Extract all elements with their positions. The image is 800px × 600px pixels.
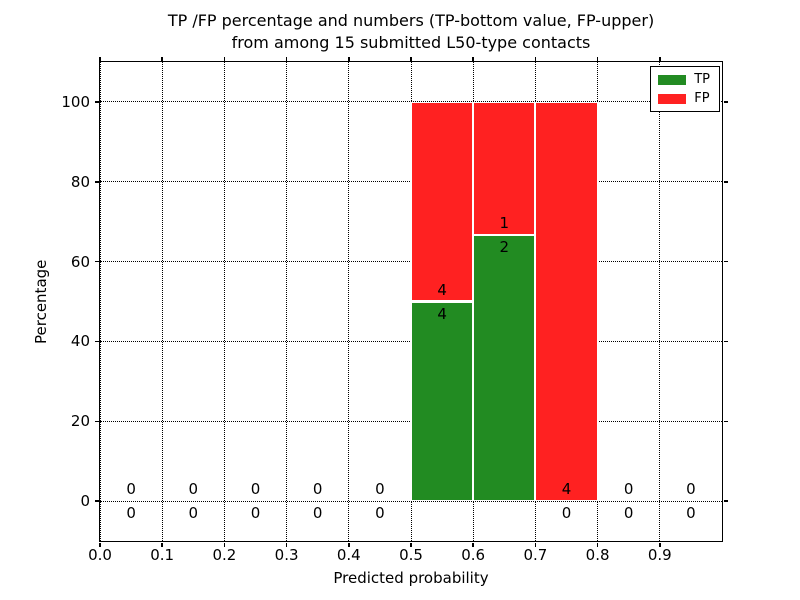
tp-count-label: 0 bbox=[375, 504, 385, 523]
x-tick-label: 0.3 bbox=[274, 546, 299, 564]
fp-bar-segment bbox=[411, 101, 474, 302]
fp-count-label: 0 bbox=[375, 480, 385, 499]
x-tick-label: 0.8 bbox=[585, 546, 610, 564]
chart-title-line2: from among 15 submitted L50-type contact… bbox=[231, 33, 591, 52]
legend-item-fp: FP bbox=[658, 92, 710, 105]
tp-count-label: 0 bbox=[126, 504, 136, 523]
x-tick-mark bbox=[410, 542, 412, 547]
tp-bar-segment bbox=[411, 301, 474, 502]
y-tick-mark bbox=[94, 340, 99, 343]
x-gridline bbox=[161, 62, 163, 541]
y-tick-mark bbox=[94, 500, 99, 502]
x-tick-mark bbox=[285, 542, 288, 547]
y-tick-mark bbox=[723, 340, 728, 343]
x-tick-label: 0.2 bbox=[212, 546, 237, 564]
x-tick-mark bbox=[534, 56, 537, 61]
legend: TP FP bbox=[650, 66, 720, 112]
x-tick-label: 0.6 bbox=[461, 546, 486, 564]
tp-count-label: 2 bbox=[499, 237, 510, 256]
x-tick-mark bbox=[659, 542, 661, 547]
fp-count-label: 0 bbox=[312, 480, 323, 499]
x-tick-mark bbox=[410, 56, 412, 61]
x-tick-mark bbox=[161, 56, 163, 61]
x-tick-mark bbox=[596, 542, 599, 547]
tp-count-label: 0 bbox=[312, 504, 323, 523]
x-tick-mark bbox=[348, 56, 350, 61]
x-gridline bbox=[223, 62, 225, 541]
tp-count-label: 0 bbox=[250, 504, 261, 523]
fp-count-label: 4 bbox=[561, 480, 572, 499]
tp-color-swatch bbox=[658, 74, 687, 85]
tp-count-label: 0 bbox=[188, 504, 199, 523]
fp-count-label: 4 bbox=[437, 280, 447, 299]
x-tick-mark bbox=[534, 542, 537, 547]
x-tick-mark bbox=[659, 56, 661, 61]
x-tick-mark bbox=[472, 56, 474, 61]
x-gridline bbox=[348, 62, 350, 541]
tp-count-label: 0 bbox=[623, 504, 634, 523]
x-tick-mark bbox=[596, 56, 599, 61]
chart-title-line1: TP /FP percentage and numbers (TP-bottom… bbox=[167, 11, 655, 30]
x-gridline bbox=[597, 62, 599, 541]
y-tick-mark bbox=[94, 101, 99, 103]
fp-count-label: 0 bbox=[250, 480, 261, 499]
fp-count-label: 1 bbox=[499, 213, 510, 232]
legend-label-fp: FP bbox=[694, 91, 710, 106]
x-tick-mark bbox=[472, 542, 474, 547]
y-tick-label: 40 bbox=[70, 332, 90, 351]
y-tick-label: 0 bbox=[80, 492, 90, 511]
y-tick-mark bbox=[723, 260, 728, 263]
x-gridline bbox=[99, 62, 101, 541]
x-tick-mark bbox=[99, 542, 101, 547]
fp-bar-segment bbox=[535, 101, 598, 502]
fp-count-label: 0 bbox=[623, 480, 634, 499]
tp-count-label: 0 bbox=[686, 504, 696, 523]
legend-item-tp: TP bbox=[658, 73, 710, 86]
x-tick-label: 0.0 bbox=[88, 546, 112, 564]
y-tick-mark bbox=[723, 420, 728, 422]
y-tick-mark bbox=[94, 260, 99, 263]
x-tick-label: 0.4 bbox=[336, 546, 361, 564]
tp-count-label: 4 bbox=[437, 304, 447, 323]
x-tick-label: 0.7 bbox=[523, 546, 548, 564]
chart-title: TP /FP percentage and numbers (TP-bottom… bbox=[100, 10, 722, 54]
x-tick-mark bbox=[223, 542, 226, 547]
x-tick-label: 0.1 bbox=[150, 546, 175, 564]
y-tick-mark bbox=[94, 420, 99, 422]
tp-bar-segment bbox=[473, 234, 536, 502]
y-tick-label: 20 bbox=[70, 412, 90, 431]
fp-count-label: 0 bbox=[188, 480, 199, 499]
plot-area: TP /FP percentage and numbers (TP-bottom… bbox=[32, 11, 728, 587]
y-tick-mark bbox=[723, 181, 728, 183]
x-tick-mark bbox=[285, 56, 288, 61]
fp-bar-segment bbox=[473, 101, 536, 235]
x-gridline bbox=[659, 62, 661, 541]
fp-count-label: 0 bbox=[126, 480, 136, 499]
fp-count-label: 0 bbox=[686, 480, 696, 499]
x-tick-mark bbox=[348, 542, 350, 547]
y-tick-mark bbox=[723, 101, 728, 103]
fp-color-swatch bbox=[658, 93, 687, 104]
legend-label-tp: TP bbox=[694, 72, 710, 87]
tp-count-label: 0 bbox=[561, 504, 572, 523]
x-tick-label: 0.5 bbox=[399, 546, 423, 564]
x-axis-label: Predicted probability bbox=[333, 569, 489, 587]
x-tick-mark bbox=[223, 56, 226, 61]
x-tick-mark bbox=[99, 56, 101, 61]
y-tick-label: 100 bbox=[61, 92, 90, 111]
y-tick-label: 80 bbox=[70, 172, 90, 191]
x-gridline bbox=[286, 62, 288, 541]
x-tick-label: 0.9 bbox=[647, 546, 672, 564]
y-axis-label: Percentage bbox=[32, 259, 50, 344]
y-tick-label: 60 bbox=[70, 252, 90, 271]
y-tick-mark bbox=[94, 181, 99, 183]
x-tick-mark bbox=[161, 542, 163, 547]
y-tick-mark bbox=[723, 500, 728, 502]
